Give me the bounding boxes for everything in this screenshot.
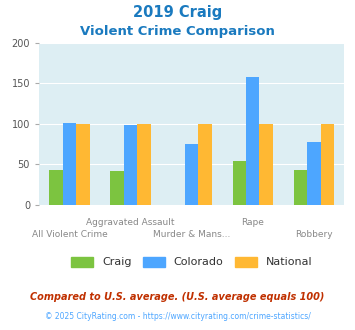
Text: 2019 Craig: 2019 Craig	[133, 5, 222, 20]
Bar	[321, 124, 334, 205]
Text: Robbery: Robbery	[295, 230, 333, 239]
Text: Rape: Rape	[241, 217, 264, 226]
Text: © 2025 CityRating.com - https://www.cityrating.com/crime-statistics/: © 2025 CityRating.com - https://www.city…	[45, 312, 310, 321]
Text: Aggravated Assault: Aggravated Assault	[86, 217, 175, 226]
Bar	[307, 142, 321, 205]
Text: All Violent Crime: All Violent Crime	[32, 230, 108, 239]
Bar	[260, 124, 273, 205]
Bar	[137, 124, 151, 205]
Bar	[124, 124, 137, 205]
Bar	[110, 172, 124, 205]
Bar	[49, 170, 63, 205]
Text: Compared to U.S. average. (U.S. average equals 100): Compared to U.S. average. (U.S. average …	[30, 292, 325, 302]
Text: Violent Crime Comparison: Violent Crime Comparison	[80, 25, 275, 38]
Text: Murder & Mans...: Murder & Mans...	[153, 230, 230, 239]
Bar	[294, 170, 307, 205]
Bar	[233, 161, 246, 205]
Legend: Craig, Colorado, National: Craig, Colorado, National	[66, 252, 317, 272]
Bar	[185, 144, 198, 205]
Bar	[76, 124, 90, 205]
Bar	[198, 124, 212, 205]
Bar	[63, 123, 76, 205]
Bar	[246, 77, 260, 205]
